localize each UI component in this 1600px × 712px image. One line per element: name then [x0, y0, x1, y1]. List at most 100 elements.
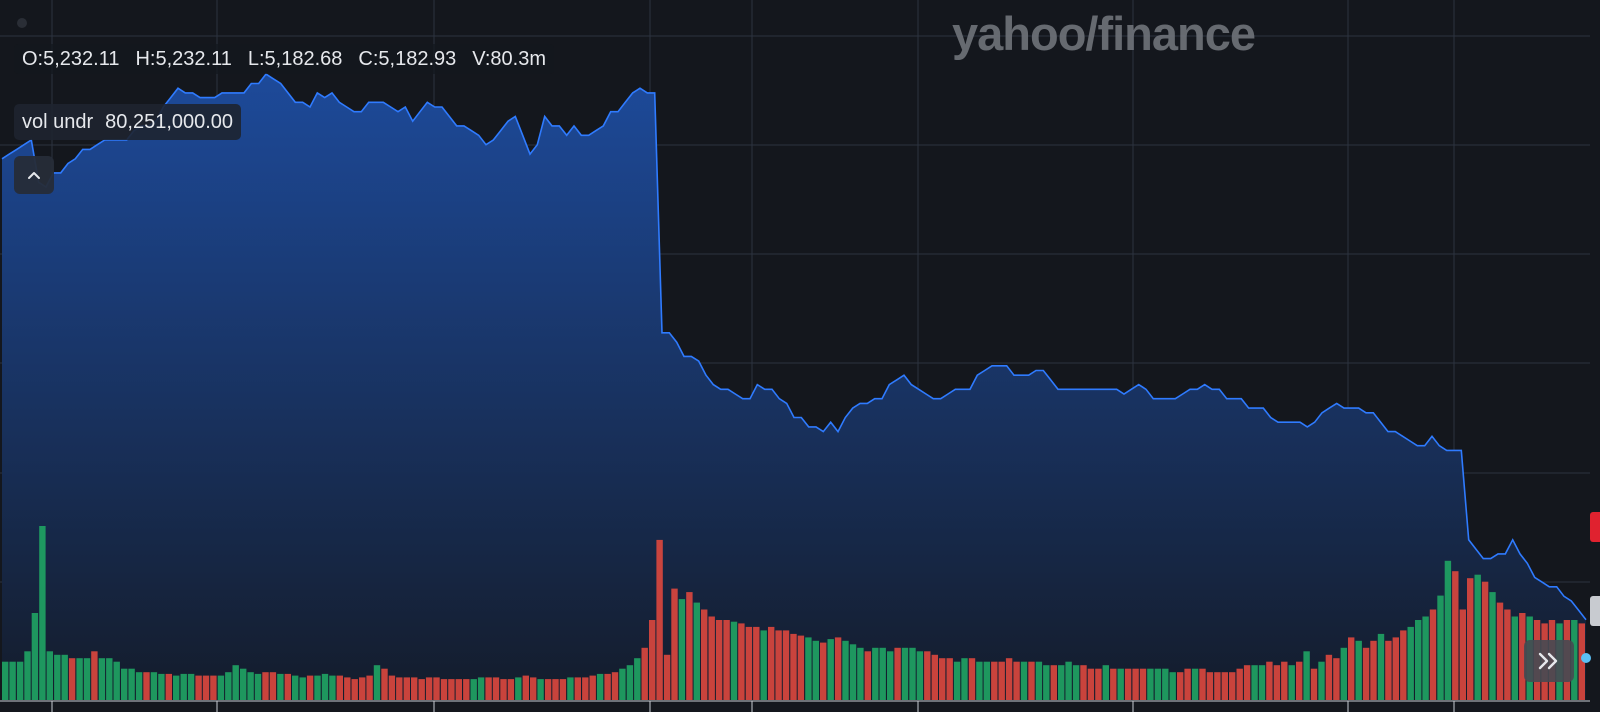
- volume-bar: [1385, 640, 1392, 700]
- volume-bar: [202, 675, 210, 700]
- study-label: vol undr: [22, 110, 94, 133]
- volume-bar: [827, 639, 834, 700]
- volume-bar: [953, 661, 961, 700]
- volume-bar: [820, 642, 827, 700]
- volume-bar: [939, 658, 946, 700]
- volume-bar: [1362, 647, 1370, 700]
- volume-bar: [649, 620, 656, 700]
- volume-bar: [477, 677, 485, 700]
- volume-bar: [121, 668, 128, 700]
- volume-bar: [1147, 668, 1154, 700]
- volume-bar: [396, 677, 403, 700]
- volume-bar: [411, 677, 418, 700]
- double-chevron-right-icon: [1538, 652, 1558, 670]
- volume-bar: [1058, 665, 1065, 700]
- volume-bar: [1199, 668, 1206, 700]
- volume-bar: [1191, 668, 1199, 700]
- volume-bar: [864, 651, 871, 700]
- last-price-marker: [1581, 653, 1591, 663]
- volume-bar: [1333, 658, 1340, 700]
- volume-bar: [68, 658, 76, 700]
- volume-bar: [463, 679, 470, 700]
- volume-bar: [39, 526, 46, 700]
- volume-bar: [329, 675, 336, 700]
- volume-study-legend[interactable]: vol undr 80,251,000.00: [14, 104, 242, 140]
- volume-bar: [321, 673, 329, 700]
- volume-bar: [663, 654, 671, 700]
- volume-bar: [180, 673, 187, 700]
- volume-bar: [946, 658, 953, 700]
- volume-bar: [708, 616, 715, 700]
- volume-bar: [195, 675, 202, 700]
- volume-bar: [418, 679, 425, 700]
- volume-bar: [1124, 668, 1132, 700]
- volume-bar: [1474, 574, 1481, 700]
- volume-bar: [1452, 571, 1459, 700]
- volume-bar: [1251, 665, 1258, 700]
- volume-bar: [1370, 640, 1377, 700]
- volume-bar: [1139, 668, 1147, 700]
- volume-bar: [2, 661, 9, 700]
- volume-bar: [931, 654, 938, 700]
- volume-bar: [924, 651, 931, 700]
- volume-bar: [1154, 668, 1162, 700]
- volume-bar: [1325, 654, 1333, 700]
- volume-bar: [641, 647, 648, 700]
- high-value: H:5,232.11: [135, 47, 232, 70]
- volume-bar: [961, 658, 968, 700]
- volume-bar: [582, 677, 589, 700]
- close-value: C:5,182.93: [358, 47, 457, 70]
- price-area: [2, 74, 1586, 701]
- volume-bar: [879, 647, 886, 700]
- volume-bar: [1392, 637, 1399, 700]
- volume-bar: [500, 679, 507, 700]
- volume-bar: [507, 679, 515, 700]
- volume-bar: [135, 672, 143, 700]
- volume-bar: [894, 647, 901, 700]
- volume-bar: [745, 626, 753, 700]
- volume-bar: [1236, 668, 1243, 700]
- collapse-legend-button[interactable]: [14, 156, 54, 194]
- low-value: L:5,182.68: [247, 47, 343, 70]
- volume-bar: [1035, 661, 1043, 700]
- volume-bar: [805, 637, 812, 700]
- volume-bar: [1065, 661, 1072, 700]
- volume-bar: [1117, 668, 1124, 700]
- volume-bar: [485, 677, 492, 700]
- volume-bar: [1481, 581, 1489, 700]
- volume-bar: [61, 654, 68, 700]
- volume-bar: [1243, 665, 1251, 700]
- volume-bar: [98, 658, 106, 700]
- volume-bar: [1377, 633, 1385, 700]
- volume-bar: [1519, 613, 1526, 700]
- volume-bar: [9, 661, 16, 700]
- volume-bar: [1177, 672, 1184, 700]
- volume-bar: [448, 679, 455, 700]
- volume-bar: [1459, 609, 1466, 700]
- volume-bar: [351, 679, 358, 700]
- volume-bar: [782, 630, 790, 700]
- volume-bar: [596, 673, 604, 700]
- volume-bar: [306, 675, 314, 700]
- volume-bar: [83, 658, 91, 700]
- volume-bar: [537, 679, 544, 700]
- volume-bar: [797, 635, 805, 700]
- volume-bar: [284, 673, 291, 700]
- volume-bar: [589, 675, 596, 700]
- volume-bar: [173, 675, 180, 700]
- volume-bar: [158, 673, 165, 700]
- volume-bar: [678, 599, 686, 700]
- volume-bar: [299, 677, 306, 700]
- volume-bar: [1571, 620, 1578, 700]
- scroll-to-latest-button[interactable]: [1524, 640, 1574, 682]
- volume-bar: [31, 613, 39, 700]
- volume-bar: [872, 647, 879, 700]
- volume-bar: [976, 661, 983, 700]
- volume-bar: [1578, 623, 1585, 700]
- volume-bar: [1467, 578, 1474, 700]
- volume-bar: [515, 677, 522, 700]
- volume-bar: [626, 665, 634, 700]
- volume-bar: [1050, 665, 1057, 700]
- volume-bar: [46, 651, 53, 700]
